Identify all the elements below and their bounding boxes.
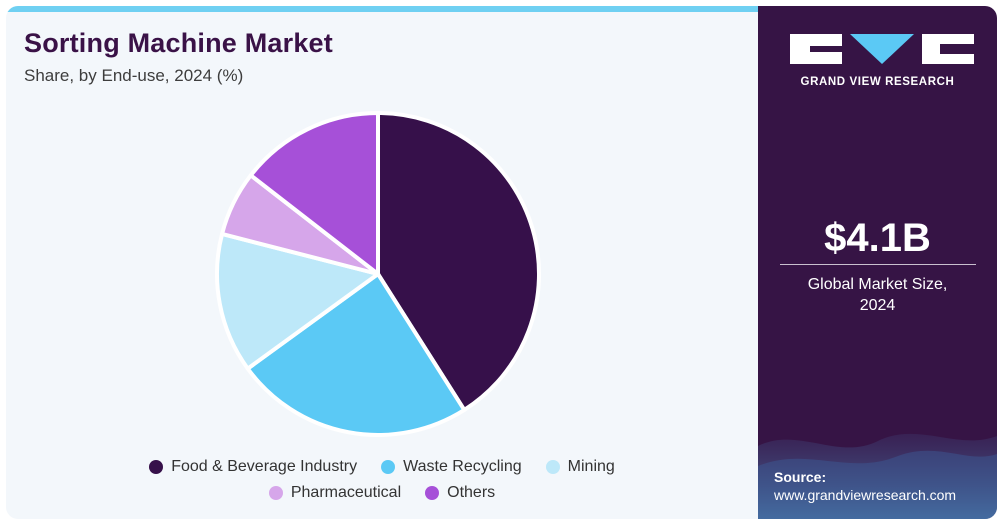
gvr-logo-icon <box>790 34 974 64</box>
legend-item-pharmaceutical: Pharmaceutical <box>268 484 402 502</box>
legend-swatch-mining <box>545 460 560 474</box>
brand-name: GRAND VIEW RESEARCH <box>800 76 955 88</box>
info-panel: GRAND VIEW RESEARCH $4.1B Global Market … <box>758 6 997 519</box>
pie-slice-others <box>248 111 380 276</box>
legend-label-pharmaceutical: Pharmaceutical <box>290 484 402 501</box>
source: Source: www.grandviewresearch.com <box>774 468 956 504</box>
chart-title: Sorting Machine Market <box>24 28 333 58</box>
legend-swatch-pharmaceutical <box>268 486 283 500</box>
pie-slice-waste-recycling <box>245 272 467 437</box>
legend-swatch-others <box>425 486 440 500</box>
legend-label-waste-recycling: Waste Recycling <box>403 458 522 475</box>
legend-label-food-beverage: Food & Beverage Industry <box>171 458 358 475</box>
legend-item-mining: Mining <box>545 458 615 476</box>
pie-slice-mining <box>215 231 380 371</box>
legend-row-1: Food & Beverage Industry Waste Recycling… <box>6 454 758 480</box>
legend-item-others: Others <box>425 484 495 502</box>
legend-label-mining: Mining <box>567 458 615 475</box>
chart-panel: Sorting Machine Market Share, by End-use… <box>6 6 758 519</box>
legend-item-waste-recycling: Waste Recycling <box>381 458 522 476</box>
legend-row-2: Pharmaceutical Others <box>6 480 758 506</box>
legend-swatch-food-beverage <box>149 460 164 474</box>
legend-item-food-beverage: Food & Beverage Industry <box>149 458 357 476</box>
market-size-label: Global Market Size, 2024 <box>758 274 997 316</box>
wave-decoration <box>758 433 997 519</box>
source-label: Source: <box>774 469 827 485</box>
market-size-label-line2: 2024 <box>859 297 896 314</box>
legend-swatch-waste-recycling <box>381 460 396 474</box>
accent-bar <box>6 6 758 12</box>
pie-chart <box>215 111 541 437</box>
chart-subtitle: Share, by End-use, 2024 (%) <box>24 66 244 85</box>
source-url[interactable]: www.grandviewresearch.com <box>774 487 957 503</box>
legend: Food & Beverage Industry Waste Recycling… <box>6 454 758 506</box>
market-size-value: $4.1B <box>824 216 931 260</box>
market-size-label-line1: Global Market Size, <box>807 276 948 293</box>
kpi-divider <box>780 264 976 265</box>
legend-label-others: Others <box>447 484 496 501</box>
